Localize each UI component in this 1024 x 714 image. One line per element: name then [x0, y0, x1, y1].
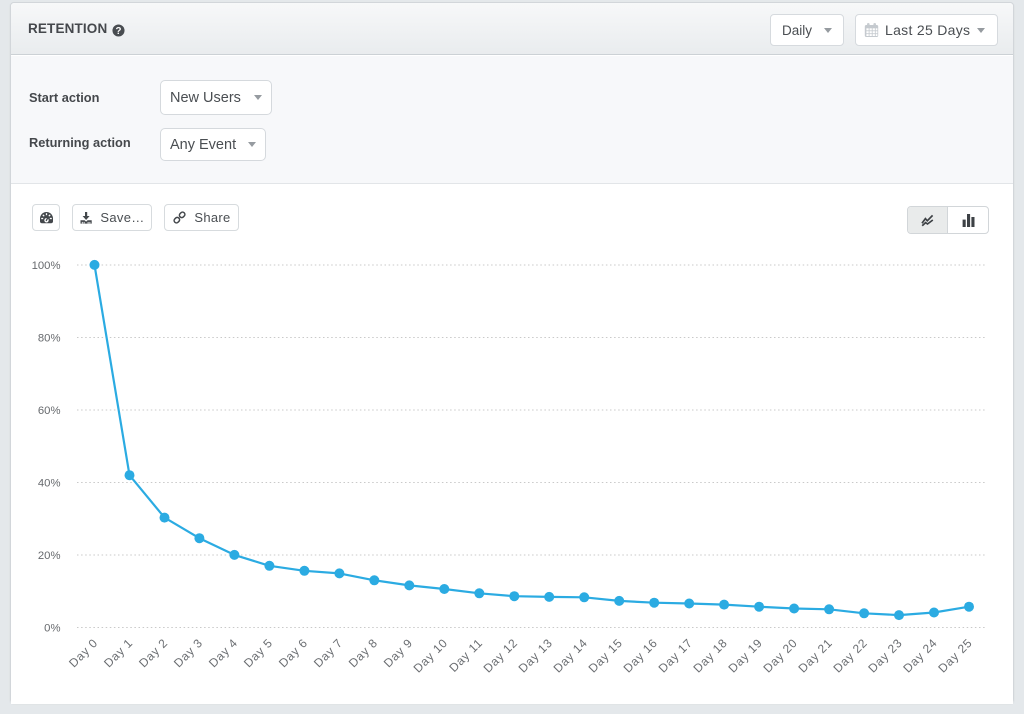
svg-text:?: ? [116, 26, 122, 37]
